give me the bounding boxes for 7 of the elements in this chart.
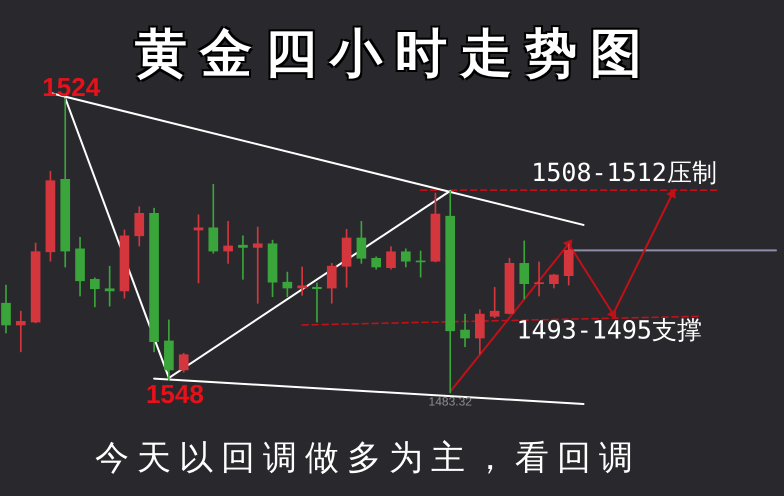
chart-title: 黄金四小时走势图 bbox=[135, 23, 655, 84]
annotation: 1548 bbox=[146, 379, 204, 410]
annotation: 1483.32 bbox=[428, 394, 472, 408]
series-label: 1493-1495支撑 bbox=[516, 315, 702, 344]
text: 今天以回调做多为主，看回调 bbox=[95, 438, 641, 478]
annotation: 1524 bbox=[42, 72, 101, 102]
series-label: 1508-1512压制 bbox=[531, 158, 717, 188]
